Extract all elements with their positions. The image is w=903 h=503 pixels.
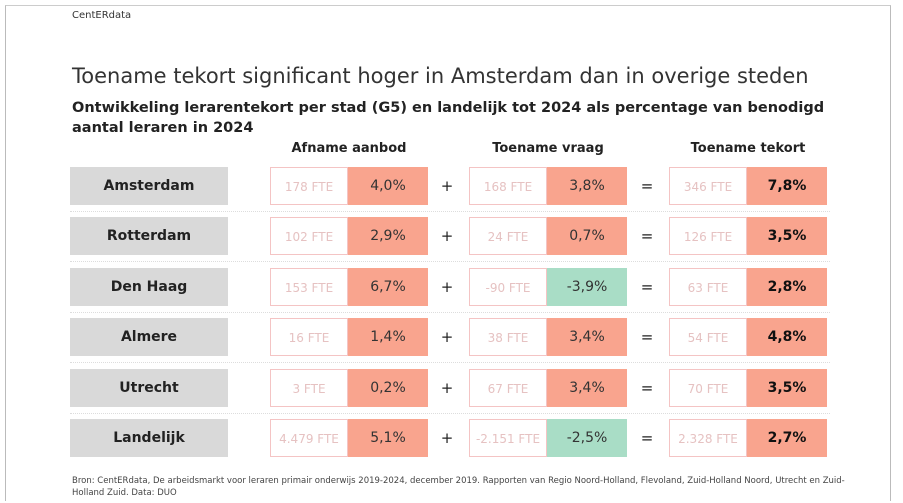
pct-cell: 2,9%	[348, 217, 428, 256]
operator: =	[640, 429, 654, 447]
row-separator	[70, 261, 830, 263]
operator: =	[640, 277, 654, 296]
fte-cell: 126 FTE	[669, 217, 747, 256]
frame	[5, 5, 891, 501]
fte-cell: 54 FTE	[669, 318, 747, 357]
operator: =	[640, 177, 654, 195]
row-separator	[70, 412, 830, 414]
operator: +	[440, 378, 454, 397]
pct-cell: 0,2%	[348, 368, 428, 407]
operator: +	[440, 429, 454, 447]
row-label: Rotterdam	[70, 217, 228, 256]
subtitle: Ontwikkeling lerarentekort per stad (G5)…	[72, 100, 825, 136]
column-header: Afname aanbod	[291, 141, 407, 156]
fte-cell: -2.151 FTE	[469, 419, 547, 457]
row-separator	[70, 362, 830, 364]
pct-cell: 3,5%	[747, 368, 827, 407]
pct-cell: 0,7%	[547, 217, 627, 256]
row-label: Amsterdam	[70, 167, 228, 205]
pct-cell: 6,7%	[348, 267, 428, 306]
operator: =	[640, 328, 654, 347]
title: Toename tekort significant hoger in Amst…	[72, 64, 809, 88]
row-label: Den Haag	[70, 267, 228, 306]
operator: +	[440, 177, 454, 195]
row-label: Almere	[70, 318, 228, 357]
pct-cell: -3,9%	[547, 267, 627, 306]
pct-cell: 7,8%	[747, 167, 827, 205]
pct-cell: 4,0%	[348, 167, 428, 205]
row-label: Landelijk	[70, 419, 228, 457]
fte-cell: 3 FTE	[270, 368, 348, 407]
operator: +	[440, 277, 454, 296]
row-label: Utrecht	[70, 368, 228, 407]
operator: +	[440, 227, 454, 246]
pct-cell: 3,8%	[547, 167, 627, 205]
pct-cell: 3,4%	[547, 318, 627, 357]
pct-cell: 3,5%	[747, 217, 827, 256]
fte-cell: 178 FTE	[270, 167, 348, 205]
fte-cell: 16 FTE	[270, 318, 348, 357]
fte-cell: 153 FTE	[270, 267, 348, 306]
pct-cell: 2,7%	[747, 419, 827, 457]
pct-cell: 4,8%	[747, 318, 827, 357]
column-header: Toename vraag	[492, 141, 604, 156]
pct-cell: 3,4%	[547, 368, 627, 407]
fte-cell: 102 FTE	[270, 217, 348, 256]
pct-cell: 5,1%	[348, 419, 428, 457]
operator: =	[640, 378, 654, 397]
fte-cell: 24 FTE	[469, 217, 547, 256]
operator: +	[440, 328, 454, 347]
fte-cell: 168 FTE	[469, 167, 547, 205]
column-header: Toename tekort	[690, 141, 806, 156]
pct-cell: 2,8%	[747, 267, 827, 306]
pct-cell: 1,4%	[348, 318, 428, 357]
fte-cell: 4.479 FTE	[270, 419, 348, 457]
fte-cell: 346 FTE	[669, 167, 747, 205]
fte-cell: 67 FTE	[469, 368, 547, 407]
row-separator	[70, 211, 830, 212]
pct-cell: -2,5%	[547, 419, 627, 457]
fte-cell: 38 FTE	[469, 318, 547, 357]
brand: CentERdata	[72, 10, 132, 21]
footer: Bron: CentERdata, De arbeidsmarkt voor l…	[72, 476, 845, 498]
fte-cell: 63 FTE	[669, 267, 747, 306]
fte-cell: 70 FTE	[669, 368, 747, 407]
fte-cell: 2.328 FTE	[669, 419, 747, 457]
row-separator	[70, 311, 830, 313]
fte-cell: -90 FTE	[469, 267, 547, 306]
operator: =	[640, 227, 654, 246]
